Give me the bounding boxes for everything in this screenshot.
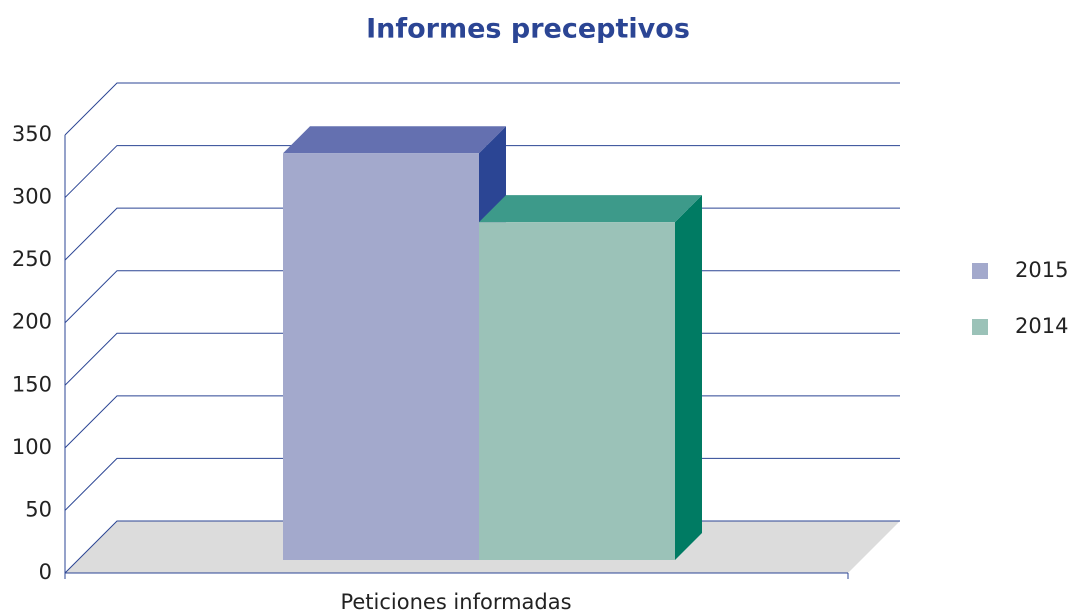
grid-line bbox=[64, 82, 900, 136]
bar-top bbox=[479, 195, 702, 223]
y-tick-label: 0 bbox=[39, 560, 52, 584]
y-tick-label: 100 bbox=[12, 435, 52, 459]
bar-side bbox=[675, 195, 702, 560]
x-tick-label: Peticiones informadas bbox=[340, 590, 571, 614]
y-tick-label: 200 bbox=[12, 310, 52, 334]
legend-swatch bbox=[972, 319, 988, 335]
bar bbox=[283, 153, 479, 561]
grid-line bbox=[64, 145, 900, 198]
bar bbox=[479, 222, 675, 560]
legend-label: 2014 bbox=[1015, 314, 1068, 338]
chart-title: Informes preceptivos bbox=[366, 14, 690, 45]
y-tick-label: 150 bbox=[12, 372, 52, 396]
legend-label: 2015 bbox=[1015, 258, 1068, 282]
bar-top bbox=[283, 126, 506, 154]
legend-swatch bbox=[972, 263, 988, 279]
y-tick-label: 50 bbox=[25, 497, 52, 521]
y-tick-label: 300 bbox=[12, 185, 52, 209]
y-tick-label: 250 bbox=[12, 247, 52, 271]
y-tick-label: 350 bbox=[12, 122, 52, 146]
